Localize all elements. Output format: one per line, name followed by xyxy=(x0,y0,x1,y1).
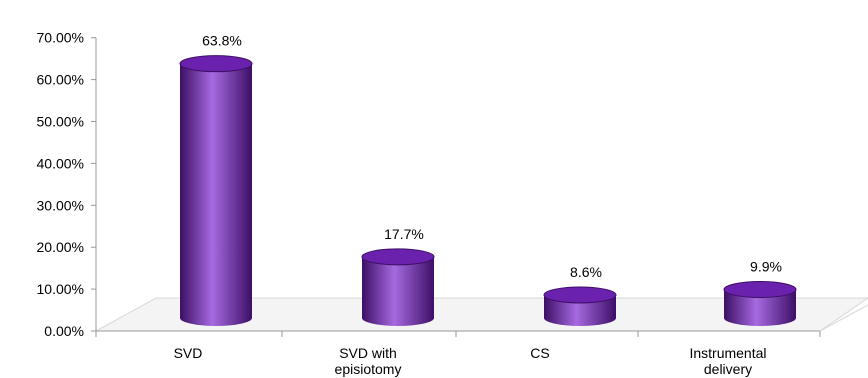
bar-base xyxy=(180,310,252,326)
bar-body xyxy=(362,256,434,318)
category-label: Instrumental xyxy=(689,345,766,361)
category-label: SVD with xyxy=(339,345,397,361)
bar xyxy=(543,286,617,326)
bar-top xyxy=(179,55,253,73)
y-tick-label: 60.00% xyxy=(37,72,84,88)
data-labels: 63.8% 17.7% 8.6% 9.9% xyxy=(202,33,782,280)
chart-floor xyxy=(95,297,868,332)
bar-top xyxy=(543,286,617,304)
bar xyxy=(723,281,797,326)
bar xyxy=(361,248,435,326)
y-tick-label: 50.00% xyxy=(37,114,84,130)
data-label: 17.7% xyxy=(384,226,424,242)
category-label: delivery xyxy=(704,361,752,377)
y-tick-label: 0.00% xyxy=(44,323,84,339)
bar-base xyxy=(362,310,434,326)
data-label: 9.9% xyxy=(750,259,782,275)
data-label: 63.8% xyxy=(202,33,242,49)
bar-series xyxy=(179,55,797,326)
y-tick-label: 70.00% xyxy=(37,30,84,46)
bar-body xyxy=(180,63,252,318)
category-label: SVD xyxy=(174,345,203,361)
floor-edge xyxy=(819,304,868,332)
y-tick-label: 10.00% xyxy=(37,281,84,297)
category-label: episiotomy xyxy=(335,361,402,377)
category-label: CS xyxy=(530,345,549,361)
y-tick-label: 40.00% xyxy=(37,155,84,171)
bar xyxy=(179,55,253,326)
bar-top xyxy=(361,248,435,266)
y-axis: 0.00% 10.00% 20.00% 30.00% 40.00% 50.00% 60.00… xyxy=(37,30,821,339)
bar-base xyxy=(724,310,796,326)
bar-base xyxy=(544,310,616,326)
y-tick-label: 30.00% xyxy=(37,197,84,213)
bar-top xyxy=(723,281,797,299)
data-label: 8.6% xyxy=(570,264,602,280)
y-tick-label: 20.00% xyxy=(37,239,84,255)
